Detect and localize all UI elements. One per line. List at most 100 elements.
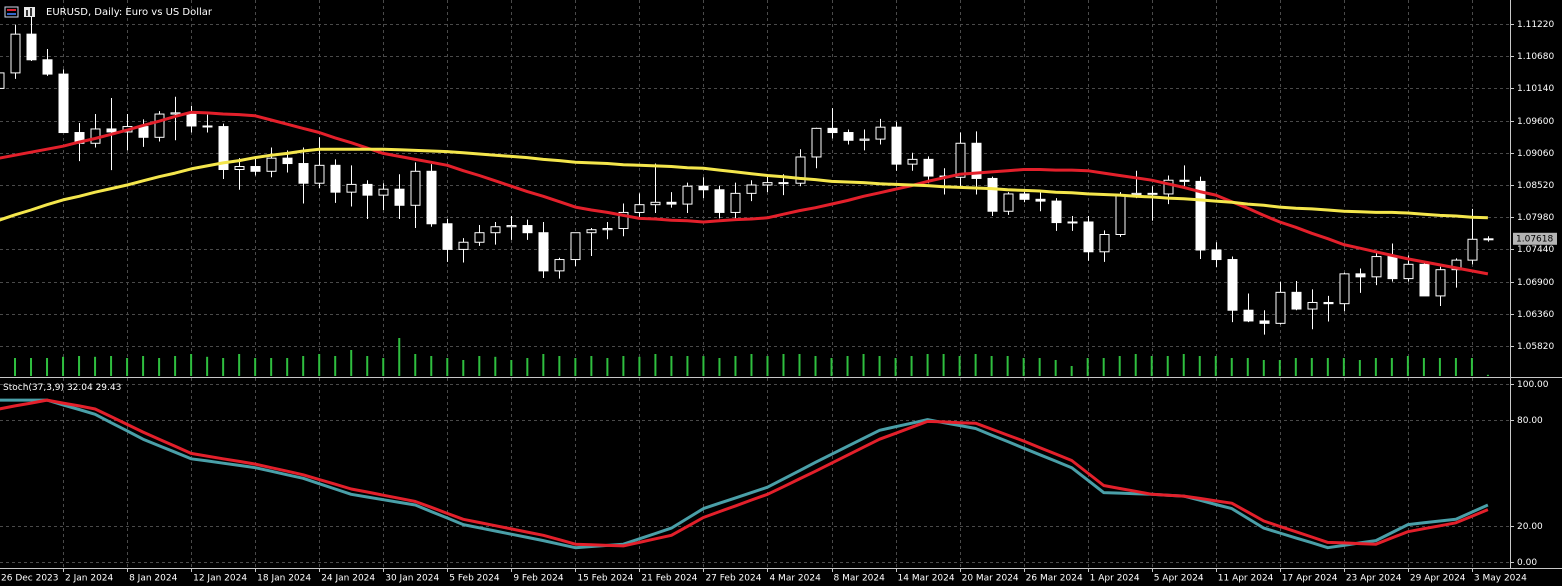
volume-bar bbox=[830, 358, 833, 376]
volume-bar bbox=[766, 356, 769, 376]
volume-bar bbox=[126, 358, 129, 376]
volume-bar bbox=[686, 356, 689, 376]
volume-bar bbox=[14, 358, 17, 376]
candle-body bbox=[1019, 193, 1030, 200]
volume-bar bbox=[1262, 360, 1265, 376]
volume-bar bbox=[350, 350, 353, 376]
last-price-tag bbox=[1513, 232, 1557, 245]
volume-bar bbox=[1454, 358, 1457, 376]
volume-bar bbox=[1294, 358, 1297, 376]
candle-body bbox=[1275, 291, 1286, 324]
candle-body bbox=[634, 204, 645, 213]
candle-body bbox=[1291, 291, 1302, 310]
candle-body bbox=[843, 132, 854, 141]
volume-bar bbox=[302, 356, 305, 376]
candle-body bbox=[1179, 179, 1190, 182]
y-tick-label: 1.07980 bbox=[1517, 213, 1554, 223]
volume-bar bbox=[1134, 354, 1137, 376]
x-tick-label: 1 Apr 2024 bbox=[1090, 574, 1140, 584]
candle-body bbox=[1067, 221, 1078, 224]
indicator-header: Stoch(37,3,9) 32.04 29.43 bbox=[3, 383, 121, 393]
volume-bar bbox=[254, 358, 257, 376]
candle-body bbox=[602, 228, 613, 231]
y-tick-label: 80.00 bbox=[1517, 416, 1543, 426]
x-tick-label: 20 Mar 2024 bbox=[962, 574, 1019, 584]
y-tick-label: 1.06360 bbox=[1517, 310, 1554, 320]
volume-bar bbox=[878, 356, 881, 376]
volume-bar bbox=[174, 356, 177, 376]
volume-bar bbox=[1438, 358, 1441, 376]
candle-body bbox=[778, 182, 789, 185]
candle-body bbox=[170, 112, 181, 115]
volume-bar bbox=[46, 358, 49, 376]
candle-body bbox=[666, 201, 677, 205]
volume-bar bbox=[318, 354, 321, 376]
volume-bar bbox=[574, 358, 577, 376]
volume-bar bbox=[238, 354, 241, 376]
candle-body bbox=[266, 157, 277, 172]
volume-bar bbox=[446, 358, 449, 376]
candle-body bbox=[971, 142, 982, 179]
moving-average bbox=[0, 147, 1488, 222]
x-tick-label: 8 Mar 2024 bbox=[834, 574, 886, 584]
volume-bar bbox=[1342, 358, 1345, 376]
candle-body bbox=[490, 226, 501, 234]
volume-bar bbox=[1422, 358, 1425, 376]
candle-body bbox=[811, 127, 822, 158]
candle-body bbox=[1211, 249, 1222, 261]
x-tick-label: 24 Jan 2024 bbox=[321, 574, 375, 584]
volume-bar bbox=[1374, 358, 1377, 376]
candle-body bbox=[1131, 192, 1142, 196]
candle-body bbox=[1195, 180, 1206, 251]
candle-body bbox=[1147, 192, 1158, 195]
volume-bar bbox=[494, 356, 497, 376]
candle-body bbox=[186, 112, 197, 127]
indicator-line bbox=[0, 398, 1489, 548]
candle-body bbox=[1099, 233, 1110, 253]
candle-body bbox=[0, 72, 5, 89]
volume-bar bbox=[1198, 356, 1201, 376]
volume-bar bbox=[1022, 358, 1025, 376]
candle-body bbox=[42, 59, 53, 75]
x-tick-label: 14 Mar 2024 bbox=[898, 574, 955, 584]
y-tick-label: 1.07440 bbox=[1517, 245, 1554, 255]
candle-body bbox=[1003, 193, 1014, 212]
volume-bar bbox=[718, 358, 721, 376]
volume-bar bbox=[1214, 356, 1217, 376]
candle-body bbox=[682, 185, 693, 205]
volume-bar bbox=[750, 354, 753, 376]
candle-body bbox=[26, 33, 37, 61]
x-tick-label: 26 Dec 2023 bbox=[1, 574, 59, 584]
candle-body bbox=[1051, 200, 1062, 224]
candle-body bbox=[330, 164, 341, 193]
volume-bar bbox=[94, 356, 97, 376]
volume-bar bbox=[110, 356, 113, 376]
candle-body bbox=[314, 164, 325, 184]
volume-bar bbox=[1470, 358, 1473, 376]
volume-bar bbox=[606, 358, 609, 376]
volume-bar bbox=[798, 354, 801, 376]
candle-body bbox=[907, 158, 918, 165]
volume-bar bbox=[942, 354, 945, 376]
volume-bar bbox=[510, 360, 513, 376]
volume-bar bbox=[1070, 366, 1073, 376]
icon bbox=[7, 13, 16, 15]
volume-bar bbox=[142, 356, 145, 376]
candle-body bbox=[250, 166, 261, 172]
y-tick-label: 1.10140 bbox=[1517, 84, 1554, 94]
y-tick-label: 1.11220 bbox=[1517, 20, 1554, 30]
x-tick-label: 18 Jan 2024 bbox=[257, 574, 311, 584]
indicator-line bbox=[0, 398, 1489, 550]
candle-body bbox=[650, 201, 661, 206]
candle-body bbox=[138, 126, 149, 138]
candle-body bbox=[218, 126, 229, 171]
last-price-label: 1.07618 bbox=[1516, 234, 1553, 244]
candle-body bbox=[1355, 273, 1366, 278]
candle-body bbox=[1163, 179, 1174, 195]
x-tick-label: 29 Apr 2024 bbox=[1410, 574, 1466, 584]
candle-body bbox=[746, 184, 757, 194]
y-tick-label: 1.09060 bbox=[1517, 149, 1554, 159]
volume-bar bbox=[78, 356, 81, 376]
